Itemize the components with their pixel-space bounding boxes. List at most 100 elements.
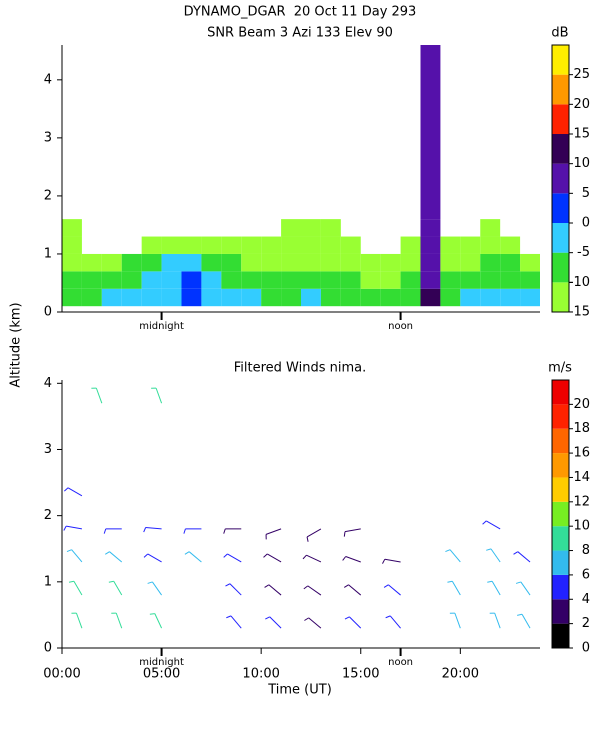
colorbar-label: dB	[551, 26, 568, 41]
y-tick-label: 1	[44, 574, 52, 589]
snr-cell	[101, 271, 122, 289]
wind-barb	[487, 580, 501, 596]
colorbar-tick-label: -10	[569, 275, 590, 290]
y-tick-label: 2	[44, 508, 52, 523]
wind-barb	[343, 528, 361, 537]
barb-shaft	[348, 584, 362, 596]
wind-barb	[447, 580, 461, 596]
snr-cell	[340, 288, 361, 307]
colorbar-tick-label: 10	[573, 519, 590, 534]
colorbar-cell	[552, 453, 569, 478]
snr-cell	[301, 271, 321, 289]
barb-shaft	[151, 581, 162, 596]
snr-cell	[480, 271, 501, 289]
barb-tick	[226, 615, 232, 619]
barb-shaft	[345, 556, 361, 563]
barb-shaft	[384, 558, 401, 563]
wind-barb	[385, 615, 401, 629]
snr-cell	[261, 236, 282, 254]
colorbar-cell	[552, 134, 569, 164]
y-tick-label: 2	[44, 188, 52, 203]
snr-cell	[101, 253, 122, 272]
snr-cell	[181, 253, 202, 272]
barb-tick	[486, 548, 492, 551]
snr-cell	[241, 236, 262, 254]
annotation: midnight	[139, 657, 184, 668]
snr-cell	[420, 45, 441, 220]
snr-cell	[400, 288, 421, 307]
y-tick-label: 0	[44, 305, 52, 320]
wind-barb	[225, 583, 242, 596]
colorbar-tick-label: 6	[582, 567, 590, 582]
wind-barb	[304, 617, 322, 629]
wind-barb	[482, 520, 501, 530]
snr-cell	[460, 253, 481, 272]
barb-tick	[184, 551, 190, 555]
snr-cell	[400, 253, 421, 272]
wind-barb	[486, 548, 501, 563]
barb-shaft	[115, 612, 123, 629]
snr-cell	[520, 271, 540, 289]
snr-cell	[201, 253, 222, 272]
y-axis-label: Altitude (km)	[9, 302, 24, 387]
snr-cell	[281, 236, 301, 254]
annotation: midnight	[139, 321, 184, 332]
y-tick-label: 0	[44, 641, 52, 656]
wind-barb	[383, 584, 401, 596]
barb-shaft	[188, 551, 202, 563]
snr-cell	[301, 219, 321, 237]
annotation: noon	[388, 657, 413, 668]
colorbar-tick-label: 14	[573, 470, 590, 485]
barb-tick	[513, 551, 519, 555]
wind-barb	[63, 525, 83, 531]
snr-cell	[500, 236, 521, 254]
barb-shaft	[266, 553, 282, 563]
snr-cell	[161, 253, 182, 272]
snr-cell	[340, 253, 361, 272]
wind-barb	[68, 580, 83, 596]
snr-cell	[261, 288, 282, 307]
barb-tick	[385, 615, 391, 619]
barb-tick	[342, 556, 347, 561]
colorbar-cell	[552, 193, 569, 223]
snr-cell	[301, 236, 321, 254]
wind-barb	[303, 585, 322, 596]
chart-title: DYNAMO_DGAR 20 Oct 11 Day 293	[184, 5, 417, 20]
snr-cell	[440, 271, 461, 289]
wind-barb	[382, 558, 401, 564]
snr-cell	[181, 236, 202, 254]
barb-tick	[302, 554, 307, 560]
snr-cell	[281, 219, 301, 237]
barb-shaft	[71, 549, 83, 563]
barb-shaft	[67, 487, 83, 497]
barb-shaft	[109, 551, 123, 563]
snr-cell	[181, 271, 202, 289]
barb-shaft	[227, 553, 242, 563]
barb-shaft	[449, 549, 461, 563]
wind-barb	[149, 613, 163, 629]
barb-tick	[108, 580, 114, 583]
snr-cell	[261, 271, 282, 289]
snr-cell	[360, 271, 381, 289]
colorbar-cell	[552, 252, 569, 283]
barb-shaft	[307, 585, 322, 596]
snr-cell	[320, 219, 341, 237]
wind-barb	[306, 528, 322, 542]
colorbar-cell	[552, 282, 569, 312]
snr-cell	[420, 219, 441, 237]
barb-tick	[143, 527, 147, 533]
wind-barb	[265, 616, 282, 629]
colorbar-tick-label: 16	[573, 446, 590, 461]
snr-cell	[281, 288, 301, 307]
snr-cell	[340, 236, 361, 254]
wind-barb	[445, 549, 461, 563]
chart-subtitle: SNR Beam 3 Azi 133 Elev 90	[207, 26, 393, 41]
x-tick-label: 05:00	[143, 667, 180, 682]
snr-cell	[62, 253, 82, 272]
barb-shaft	[113, 580, 123, 596]
barb-tick	[143, 553, 149, 558]
barb-shaft	[154, 613, 163, 629]
colorbar-cell	[552, 428, 569, 454]
